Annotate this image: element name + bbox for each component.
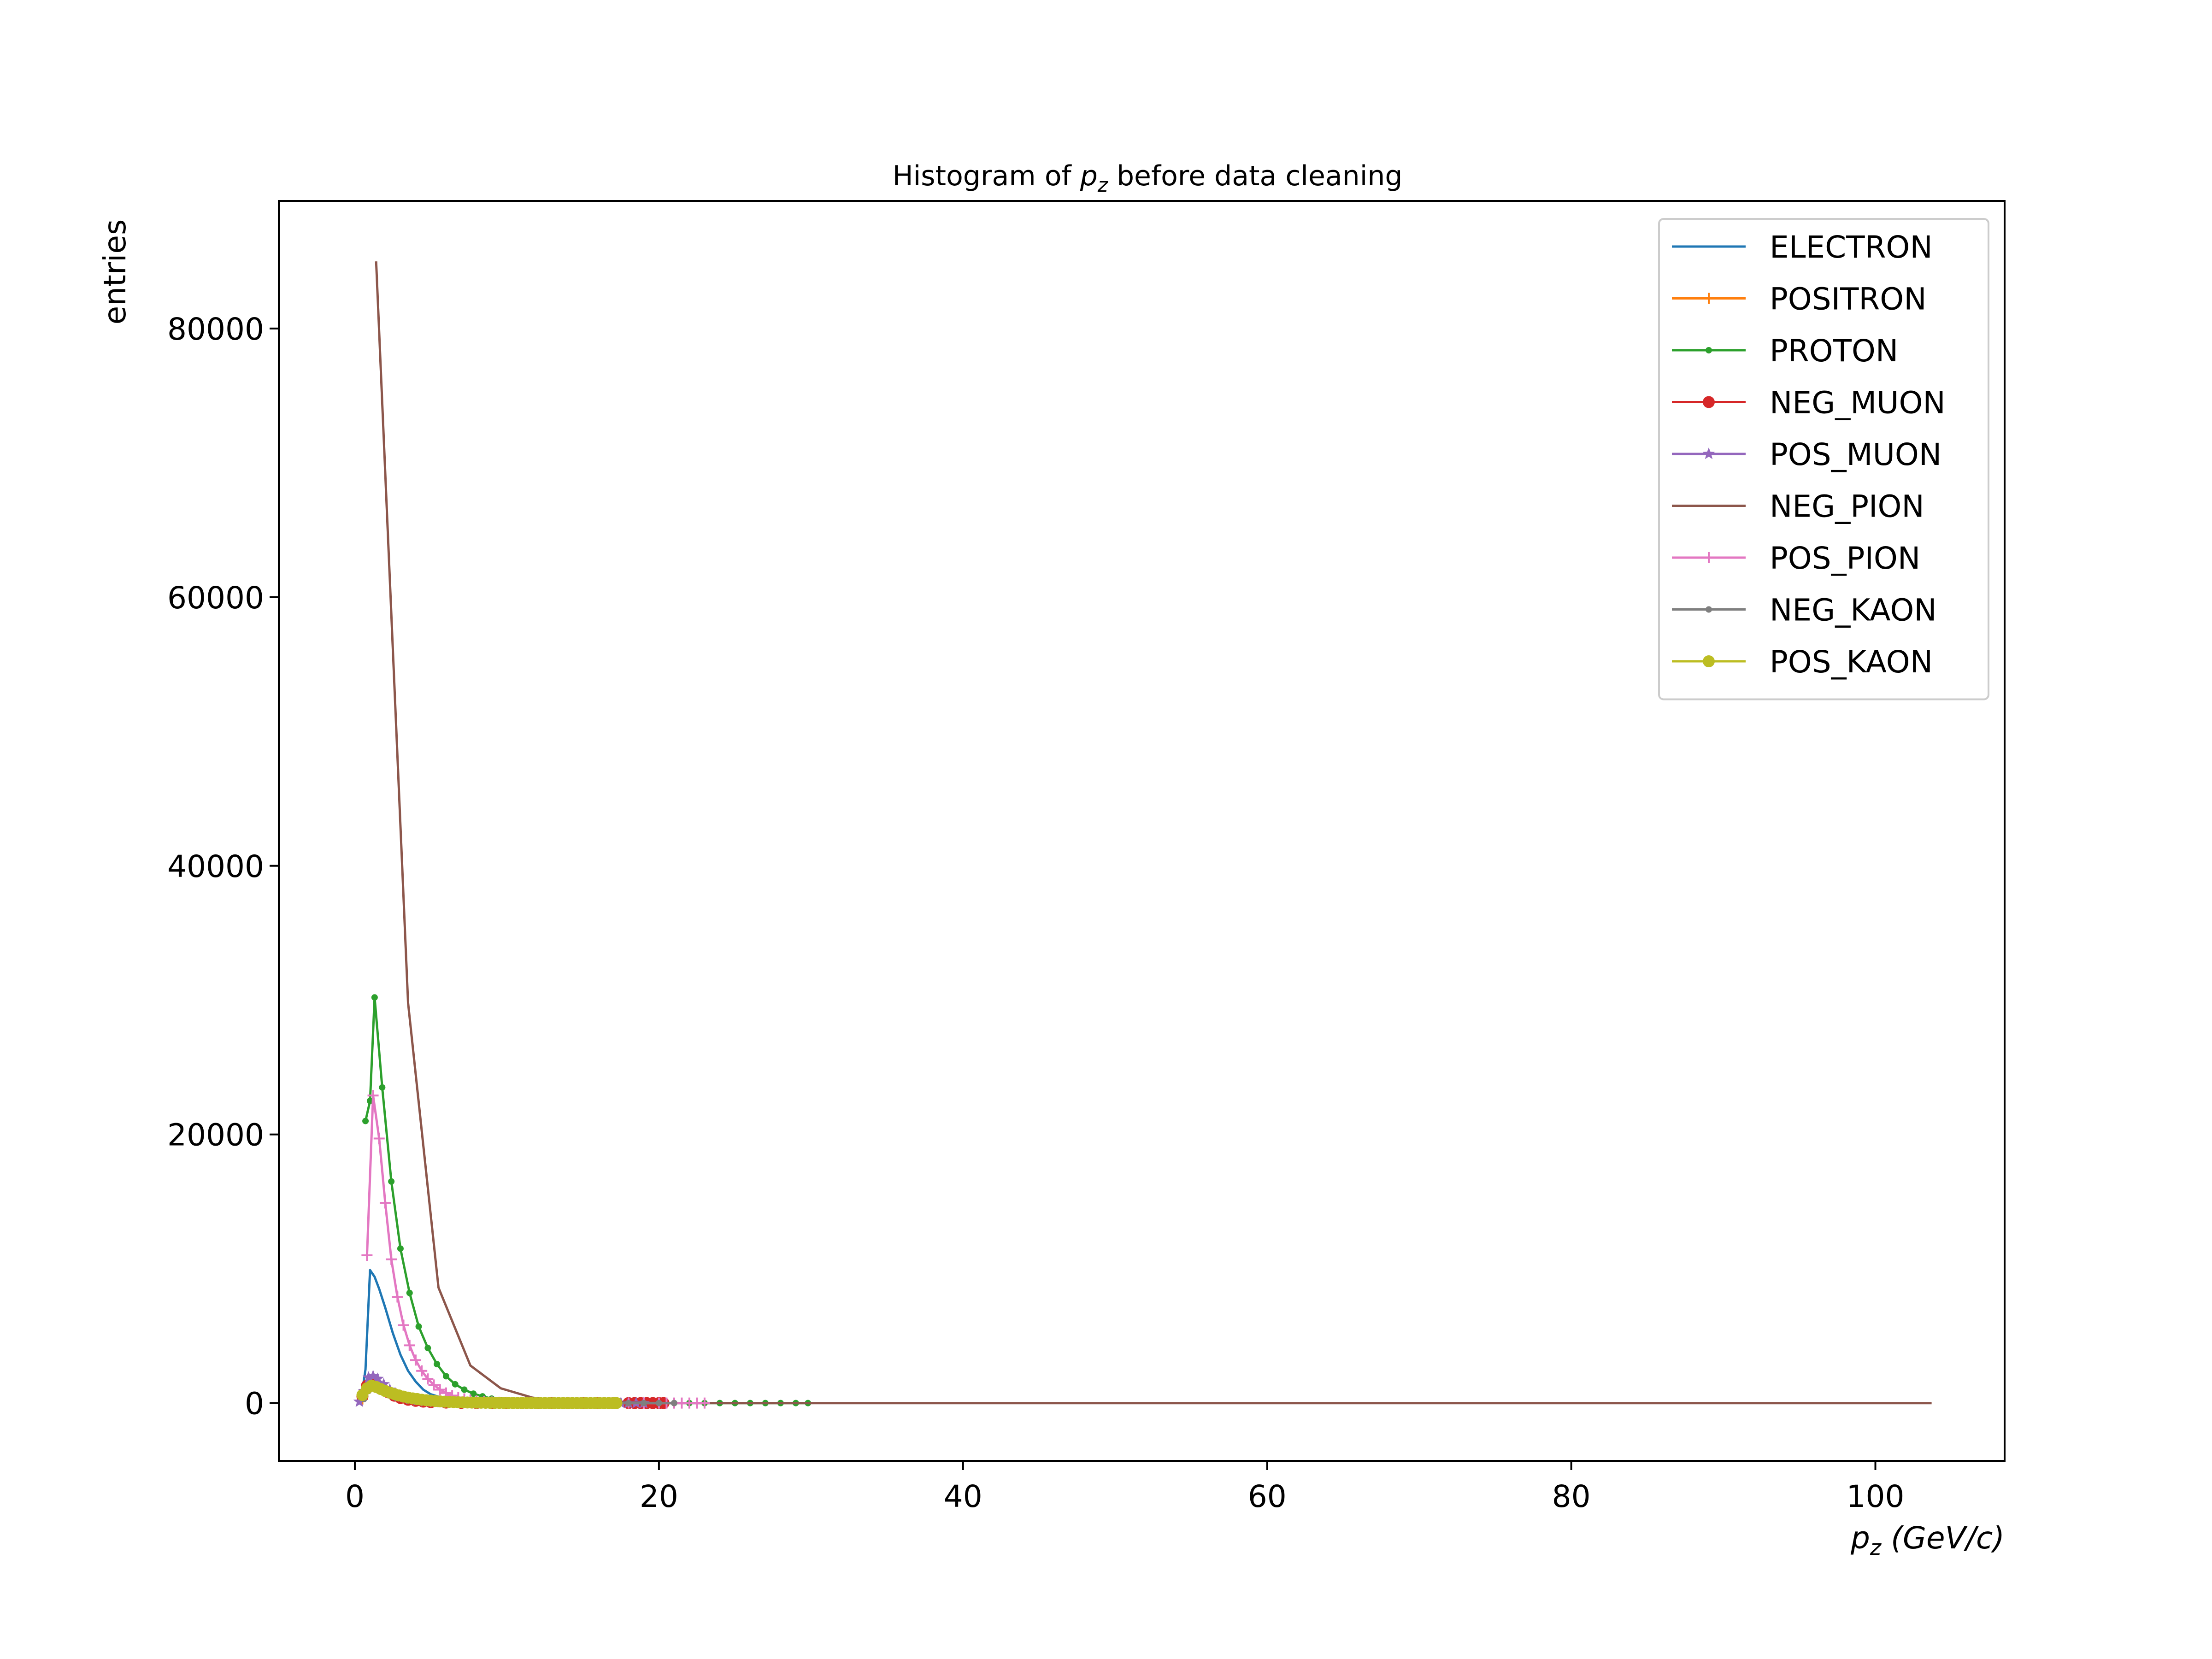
data-point <box>452 1381 459 1388</box>
legend-item: POS_PION <box>1672 541 1920 576</box>
data-point <box>699 1397 710 1409</box>
data-point <box>367 1090 379 1101</box>
y-tick-label-3: 60000 <box>167 580 264 616</box>
legend-item: ELECTRON <box>1672 229 1933 265</box>
data-point <box>640 1400 647 1406</box>
series-layer <box>353 261 1932 1409</box>
plot-frame <box>278 200 2006 1462</box>
data-point <box>367 1370 379 1382</box>
data-point <box>671 1400 677 1406</box>
x-tick-label-5: 100 <box>1847 1479 1905 1514</box>
data-point <box>361 1250 373 1261</box>
data-point <box>392 1291 403 1303</box>
legend-label: NEG_KAON <box>1770 593 1937 628</box>
legend-item: NEG_PION <box>1672 489 1924 524</box>
legend-item: NEG_KAON <box>1672 593 1937 628</box>
x-tick-label-2: 40 <box>944 1479 982 1514</box>
data-point <box>406 1289 413 1296</box>
legend-marker <box>1706 347 1712 353</box>
legend-marker <box>1706 606 1712 613</box>
series-line <box>364 996 808 1405</box>
data-point <box>428 1379 440 1391</box>
legend-item: NEG_MUON <box>1672 385 1946 421</box>
legend-marker <box>1702 447 1715 459</box>
data-point <box>397 1245 404 1252</box>
y-axis-label: entries <box>97 219 133 325</box>
data-point <box>386 1253 397 1265</box>
legend-marker <box>1703 293 1714 304</box>
series-line <box>359 1269 659 1405</box>
series-line <box>365 1094 705 1405</box>
legend-item: POSITRON <box>1672 282 1927 317</box>
data-point <box>625 1400 632 1406</box>
legend-label: PROTON <box>1770 333 1898 369</box>
data-point <box>434 1361 441 1368</box>
y-tick-label-2: 40000 <box>167 849 264 884</box>
data-point <box>610 1397 623 1409</box>
legend-item: POS_MUON <box>1672 437 1941 472</box>
data-point <box>373 1133 385 1144</box>
legend-marker <box>1703 552 1714 563</box>
data-point <box>379 1197 391 1209</box>
data-point <box>379 1084 386 1091</box>
data-point <box>388 1178 395 1185</box>
data-point <box>410 1354 421 1366</box>
legend-label: NEG_PION <box>1770 489 1924 524</box>
data-point <box>398 1319 409 1331</box>
data-point <box>362 1371 375 1383</box>
data-point <box>404 1340 415 1351</box>
data-point <box>434 1384 446 1395</box>
x-tick-label-0: 0 <box>345 1479 365 1514</box>
data-point <box>377 1377 390 1390</box>
y-tick-label-0: 0 <box>245 1386 264 1422</box>
chart-title: Histogram of pz before data cleaning <box>893 160 1403 196</box>
legend-box <box>1658 218 1989 700</box>
data-point <box>470 1390 477 1397</box>
data-point <box>415 1323 422 1330</box>
data-point <box>371 994 378 1001</box>
series-pos-pion <box>361 1090 710 1409</box>
data-point <box>366 1097 373 1104</box>
legend-label: POS_KAON <box>1770 644 1933 680</box>
y-tick-label-4: 80000 <box>167 312 264 347</box>
y-tick-label-1: 20000 <box>167 1118 264 1153</box>
data-point <box>371 1372 384 1384</box>
legend-label: ELECTRON <box>1770 229 1933 265</box>
data-point <box>353 1395 366 1407</box>
data-point <box>362 1118 369 1124</box>
legend-label: POS_PION <box>1770 541 1920 576</box>
series-pos-kaon <box>356 1379 623 1409</box>
legend-item: PROTON <box>1672 333 1898 369</box>
x-tick-label-1: 20 <box>640 1479 678 1514</box>
legend-label: NEG_MUON <box>1770 385 1946 421</box>
legend-marker <box>1703 396 1715 408</box>
data-point <box>422 1373 434 1385</box>
data-point <box>461 1386 468 1393</box>
x-tick-label-4: 80 <box>1552 1479 1591 1514</box>
x-axis-label: pz (GeV/c) <box>1850 1520 2005 1560</box>
axis-ticks: 0 20 40 60 80 100 0 20000 40000 60000 80000 <box>167 312 1904 1514</box>
data-point <box>442 1373 449 1380</box>
series-electron <box>359 1269 659 1405</box>
legend-item: POS_KAON <box>1672 644 1933 680</box>
legend: ELECTRON POSITRON PROTON NEG_MUON POS_MUON NE… <box>1658 218 1989 700</box>
legend-label: POSITRON <box>1770 282 1927 317</box>
data-point <box>424 1345 431 1352</box>
data-point <box>655 1400 662 1406</box>
data-point <box>416 1365 428 1377</box>
legend-marker <box>1703 655 1715 667</box>
x-tick-label-3: 60 <box>1248 1479 1287 1514</box>
legend-label: POS_MUON <box>1770 437 1941 472</box>
